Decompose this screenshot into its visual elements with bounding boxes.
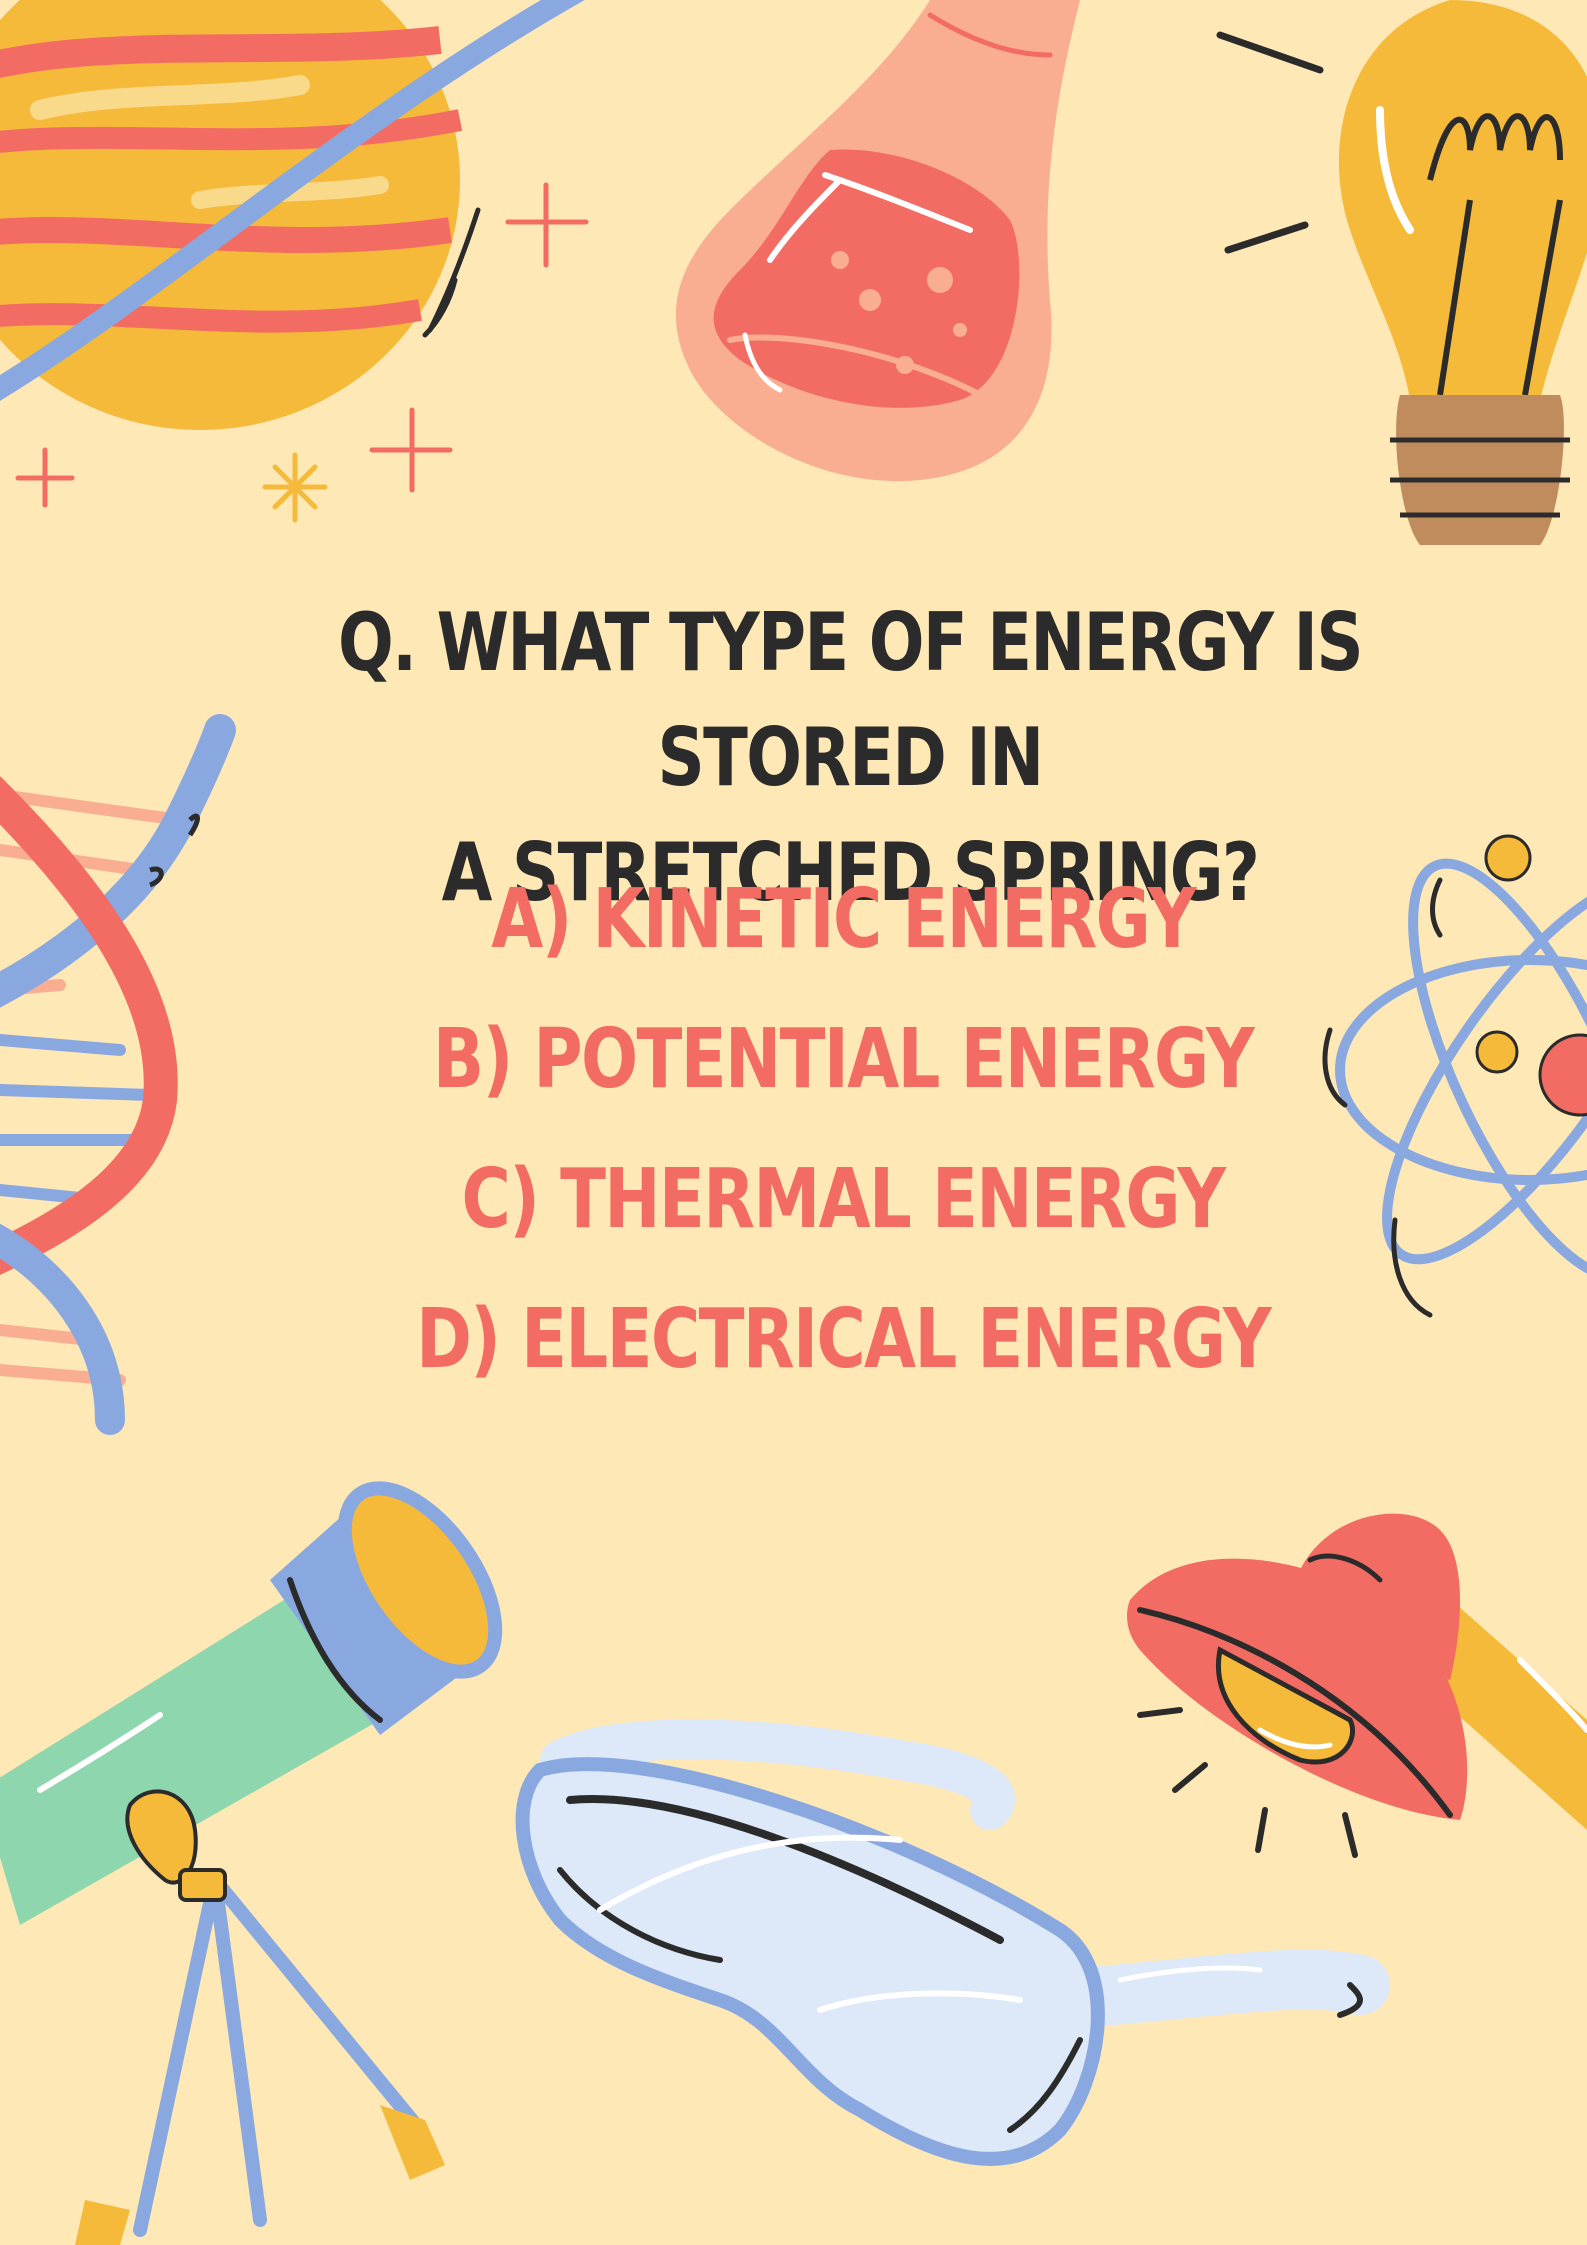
option-b[interactable]: B) POTENTIAL ENERGY (432, 1012, 1255, 1107)
goggles-icon (515, 1719, 1390, 2166)
lightbulb-icon (1216, 0, 1587, 545)
answer-options: A) KINETIC ENERGY B) POTENTIAL ENERGY C)… (392, 870, 1294, 1430)
flask-icon (675, 0, 1080, 482)
question-line-1: Q. WHAT TYPE OF ENERGY IS STORED IN (338, 596, 1364, 804)
telescope-icon (0, 1481, 503, 2245)
planet-icon (0, 0, 589, 523)
dna-icon (0, 714, 236, 1435)
option-c[interactable]: C) THERMAL ENERGY (461, 1152, 1227, 1247)
option-d[interactable]: D) ELECTRICAL ENERGY (416, 1292, 1271, 1387)
option-a[interactable]: A) KINETIC ENERGY (491, 872, 1196, 967)
question-text: Q. WHAT TYPE OF ENERGY IS STORED IN A ST… (276, 585, 1424, 930)
question-line-2: A STRETCHED SPRING? (441, 826, 1260, 919)
atom-icon (1322, 834, 1587, 1318)
lamp-icon (1127, 1513, 1587, 1858)
